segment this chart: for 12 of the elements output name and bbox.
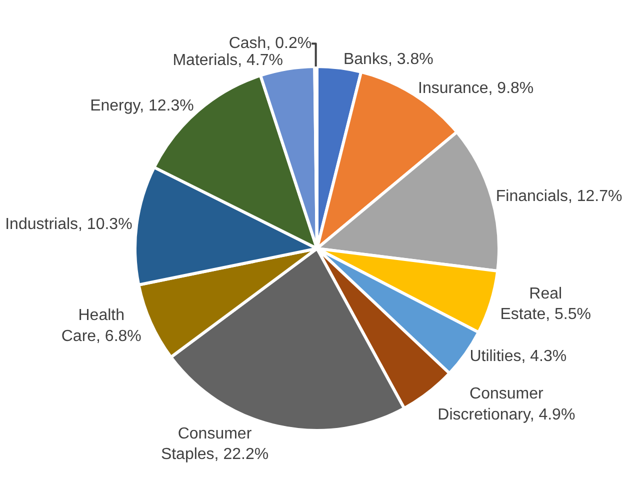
slice-label: Health Care, 6.8% <box>61 307 142 345</box>
slice-label: Banks, 3.8% <box>343 50 434 68</box>
slice-label: Industrials, 10.3% <box>5 216 132 234</box>
slice-label: Cash, 0.2% <box>228 35 312 52</box>
slice-label: Utilities, 4.3% <box>470 348 567 366</box>
slice-label: Materials, 4.7% <box>172 52 283 70</box>
slice-label: Consumer Staples, 22.2% <box>160 425 269 464</box>
slice-label: Consumer Discretionary, 4.9% <box>438 386 576 424</box>
slice-label: Financials, 12.7% <box>496 188 622 206</box>
slice-label: Energy, 12.3% <box>90 97 194 114</box>
slice-label: Insurance, 9.8% <box>418 80 534 97</box>
slice-label: Real Estate, 5.5% <box>500 285 591 324</box>
